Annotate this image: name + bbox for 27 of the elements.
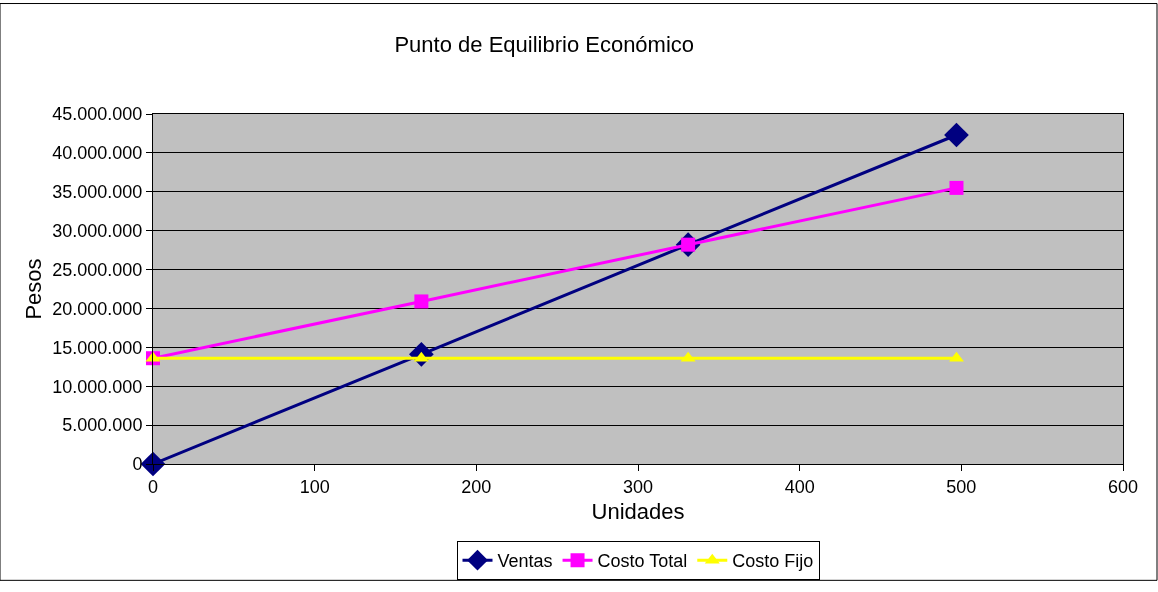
legend-label: Costo Total bbox=[597, 551, 688, 572]
y-tick-label: 35.000.000 bbox=[52, 182, 143, 203]
point bbox=[140, 451, 166, 477]
y-tick-label: 45.000.000 bbox=[52, 104, 143, 125]
y-tick-label: 5.000.000 bbox=[62, 415, 143, 436]
x-tick-label: 200 bbox=[461, 476, 492, 497]
y-tick-label: 25.000.000 bbox=[52, 259, 143, 280]
x-tick-label: 100 bbox=[299, 476, 330, 497]
y-tick-label: 0 bbox=[132, 454, 143, 475]
y-tick-label: 40.000.000 bbox=[52, 143, 143, 164]
x-tick-label: 600 bbox=[1107, 476, 1139, 497]
chart-title: Punto de Equilibrio Económico bbox=[394, 32, 695, 58]
x-axis-title: Unidades bbox=[591, 499, 685, 525]
y-tick-label: 15.000.000 bbox=[52, 337, 143, 358]
y-tick-label: 20.000.000 bbox=[52, 298, 143, 319]
x-tick-label: 300 bbox=[622, 476, 654, 497]
x-tick-label: 500 bbox=[946, 476, 977, 497]
y-axis-title: Pesos bbox=[21, 258, 47, 320]
y-tick-label: 30.000.000 bbox=[52, 220, 143, 241]
legend-label: Costo Fijo bbox=[732, 551, 814, 572]
legend-label: Ventas bbox=[497, 551, 553, 572]
point bbox=[944, 122, 969, 148]
x-tick-label: 0 bbox=[147, 476, 159, 497]
point bbox=[949, 180, 964, 195]
y-tick-label: 10.000.000 bbox=[52, 376, 143, 397]
point bbox=[414, 294, 429, 309]
x-tick-label: 400 bbox=[784, 476, 815, 497]
